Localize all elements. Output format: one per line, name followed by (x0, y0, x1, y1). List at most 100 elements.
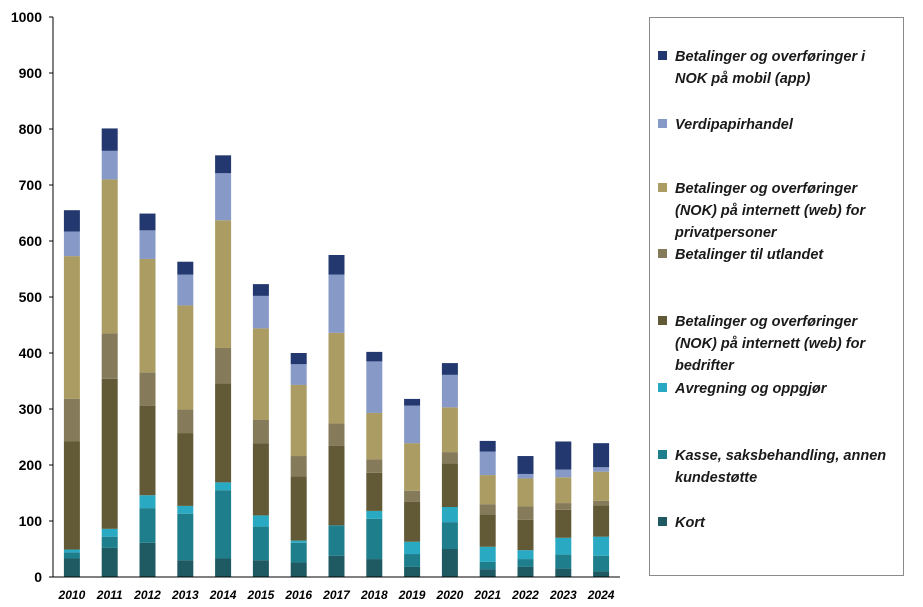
bar-segment-2018-series-6 (366, 361, 383, 413)
legend-label: Verdipapirhandel (675, 117, 793, 133)
x-tick-label: 2020 (436, 588, 464, 602)
bar-segment-2015-series-4 (252, 419, 269, 444)
bar-segment-2023-series-0 (555, 568, 572, 577)
bar-segment-2022-series-6 (517, 473, 534, 479)
bar-segment-2019-series-5 (404, 443, 421, 491)
bar-segment-2023-series-3 (555, 509, 572, 538)
legend-label: Avregning og oppgjør (675, 381, 827, 397)
bar-segment-2018-series-7 (366, 351, 383, 362)
legend-label: Betalinger og overføringer (NOK) på inte… (675, 314, 866, 374)
bar-segment-2015-series-1 (252, 526, 269, 561)
bar-segment-2024-series-6 (593, 467, 610, 472)
bar-segment-2024-series-7 (593, 443, 610, 468)
y-tick-label: 300 (19, 401, 43, 417)
bar-segment-2015-series-7 (252, 284, 269, 296)
legend-swatch (658, 450, 667, 459)
bar-segment-2011-series-2 (101, 528, 118, 537)
x-tick-label: 2017 (322, 588, 351, 602)
y-tick-label: 100 (19, 513, 43, 529)
bar-segment-2021-series-5 (479, 475, 496, 505)
bar-segment-2020-series-2 (441, 507, 458, 523)
bar-segment-2012-series-0 (139, 542, 156, 577)
legend-label: Betalinger til utlandet (675, 247, 824, 263)
legend-item: Betalinger og overføringer i NOK på mobi… (658, 46, 898, 90)
bar-segment-2023-series-4 (555, 503, 572, 510)
legend-item: Kasse, saksbehandling, annen kundestøtte (658, 445, 898, 489)
bar-segment-2023-series-6 (555, 469, 572, 478)
bar-segment-2020-series-7 (441, 363, 458, 375)
legend-item: Betalinger og overføringer (NOK) på inte… (658, 178, 898, 244)
bar-segment-2018-series-0 (366, 559, 383, 577)
bar-segment-2012-series-1 (139, 508, 156, 543)
bar-segment-2011-series-0 (101, 547, 118, 577)
bar-segment-2010-series-5 (63, 256, 80, 399)
bar-segment-2018-series-4 (366, 459, 383, 473)
bar-segment-2010-series-0 (63, 558, 80, 577)
bar-segment-2012-series-7 (139, 213, 156, 231)
bar-segment-2021-series-3 (479, 514, 496, 547)
bar-segment-2013-series-5 (177, 305, 194, 410)
bar-segment-2011-series-1 (101, 536, 118, 548)
legend-swatch (658, 249, 667, 258)
legend-swatch (658, 119, 667, 128)
bar-segment-2017-series-4 (328, 423, 345, 446)
x-tick-label: 2013 (171, 588, 199, 602)
bar-segment-2010-series-2 (63, 549, 80, 553)
bar-segment-2024-series-0 (593, 571, 610, 577)
legend-label: Kasse, saksbehandling, annen kundestøtte (675, 448, 887, 486)
bar-segment-2010-series-3 (63, 441, 80, 550)
x-tick-label: 2018 (360, 588, 388, 602)
legend-swatch (658, 316, 667, 325)
x-tick-label: 2019 (398, 588, 426, 602)
bar-segment-2014-series-4 (215, 347, 232, 384)
legend-swatch (658, 517, 667, 526)
legend-swatch (658, 51, 667, 60)
bar-segment-2018-series-5 (366, 412, 383, 460)
bar-segment-2015-series-6 (252, 295, 269, 329)
bar-segment-2016-series-2 (290, 540, 307, 543)
x-tick-label: 2016 (284, 588, 312, 602)
bar-segment-2017-series-5 (328, 332, 345, 424)
bar-segment-2023-series-5 (555, 477, 572, 504)
bar-segment-2010-series-4 (63, 398, 80, 442)
bar-segment-2022-series-3 (517, 519, 534, 551)
bar-segment-2013-series-1 (177, 513, 194, 561)
bar-segment-2014-series-7 (215, 155, 232, 174)
x-tick-label: 2011 (96, 588, 123, 602)
bar-segment-2013-series-0 (177, 560, 194, 577)
bar-segment-2017-series-0 (328, 555, 345, 577)
x-tick-label: 2021 (473, 588, 501, 602)
bar-segment-2022-series-2 (517, 550, 534, 560)
bar-segment-2010-series-6 (63, 231, 80, 257)
bar-segment-2017-series-6 (328, 274, 345, 333)
bar-segment-2021-series-6 (479, 451, 496, 476)
bar-segment-2015-series-5 (252, 328, 269, 420)
y-tick-label: 1000 (11, 9, 42, 25)
bar-segment-2014-series-5 (215, 220, 232, 348)
bar-segment-2024-series-2 (593, 536, 610, 556)
y-tick-label: 600 (19, 233, 43, 249)
bar-segment-2013-series-3 (177, 433, 194, 506)
bar-segment-2018-series-1 (366, 518, 383, 560)
x-tick-label: 2014 (209, 588, 237, 602)
bar-segment-2012-series-6 (139, 230, 156, 259)
bar-segment-2023-series-2 (555, 537, 572, 555)
bar-segment-2020-series-6 (441, 374, 458, 408)
bar-segment-2012-series-4 (139, 372, 156, 406)
y-tick-label: 0 (34, 569, 42, 585)
legend-item: Betalinger og overføringer (NOK) på inte… (658, 311, 898, 377)
bar-segment-2024-series-5 (593, 471, 610, 501)
bar-segment-2019-series-2 (404, 541, 421, 555)
bar-segment-2014-series-2 (215, 482, 232, 491)
bar-segment-2010-series-1 (63, 552, 80, 559)
bar-segment-2022-series-5 (517, 478, 534, 507)
legend-label: Kort (675, 515, 705, 531)
bar-segment-2012-series-2 (139, 495, 156, 509)
legend-item: Avregning og oppgjør (658, 378, 898, 400)
bar-segment-2013-series-6 (177, 274, 194, 306)
bar-segment-2021-series-2 (479, 546, 496, 562)
bar-segment-2011-series-6 (101, 150, 118, 180)
bar-segment-2013-series-2 (177, 505, 194, 514)
bar-segment-2011-series-4 (101, 333, 118, 379)
bar-segment-2016-series-1 (290, 542, 307, 563)
